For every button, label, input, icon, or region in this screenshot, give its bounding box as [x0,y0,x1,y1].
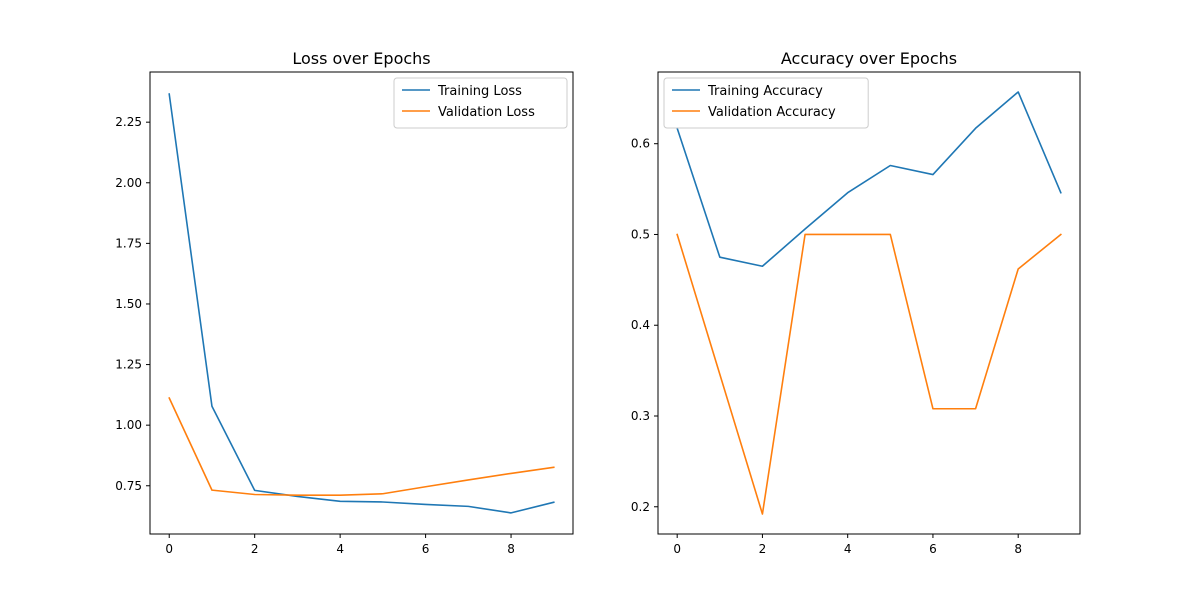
loss-legend: Training Loss Validation Loss [393,77,568,129]
loss-x-tick-label: 8 [507,542,515,556]
loss-y-tick-label: 1.50 [115,297,142,311]
accuracy-series-line-training-accuracy [676,91,1062,268]
loss-chart-title: Loss over Epochs [292,49,430,68]
accuracy-legend-label: Validation Accuracy [708,105,836,120]
loss-chart: Loss over Epochs 0 2 4 6 8 0.75 1.00 1.25 1.50 1.7… [115,49,574,556]
loss-x-tick-label: 2 [251,542,259,556]
loss-x-tick-label: 4 [336,542,344,556]
accuracy-y-tick-label: 0.2 [631,500,650,514]
loss-legend-label: Training Loss [437,84,522,99]
loss-y-tick-label: 1.25 [115,358,142,372]
accuracy-x-tick-label: 0 [673,542,681,556]
loss-y-tick-label: 2.00 [115,176,142,190]
accuracy-chart-title: Accuracy over Epochs [781,49,957,68]
accuracy-y-tick-label: 0.6 [631,137,650,151]
accuracy-x-tick-label: 8 [1014,542,1022,556]
accuracy-y-tick-label: 0.5 [631,227,650,241]
loss-series-line-validation-loss [168,396,555,497]
loss-x-tick-label: 6 [422,542,430,556]
accuracy-legend: Training Accuracy Validation Accuracy [663,77,869,129]
loss-y-tick-label: 1.75 [115,236,142,250]
loss-plot-frame [149,71,574,535]
accuracy-legend-label: Training Accuracy [707,84,823,99]
loss-y-tick-label: 1.00 [115,418,142,432]
accuracy-series-line-validation-accuracy [676,233,1062,515]
loss-x-tick-label: 0 [165,542,173,556]
loss-y-tick-label: 2.25 [115,115,142,129]
accuracy-x-tick-label: 4 [844,542,852,556]
accuracy-x-tick-label: 6 [929,542,937,556]
accuracy-y-tick-label: 0.4 [631,318,650,332]
loss-series-line-training-loss [168,93,555,514]
accuracy-chart: Accuracy over Epochs 0 2 4 6 8 0.2 0.3 0.4 0.5 0.6… [631,49,1081,556]
accuracy-plot-frame [657,71,1081,535]
accuracy-legend-box [663,77,869,129]
accuracy-y-tick-label: 0.3 [631,409,650,423]
loss-y-tick-label: 0.75 [115,479,142,493]
loss-legend-label: Validation Loss [438,105,535,120]
accuracy-x-tick-label: 2 [759,542,767,556]
loss-legend-box [393,77,568,129]
